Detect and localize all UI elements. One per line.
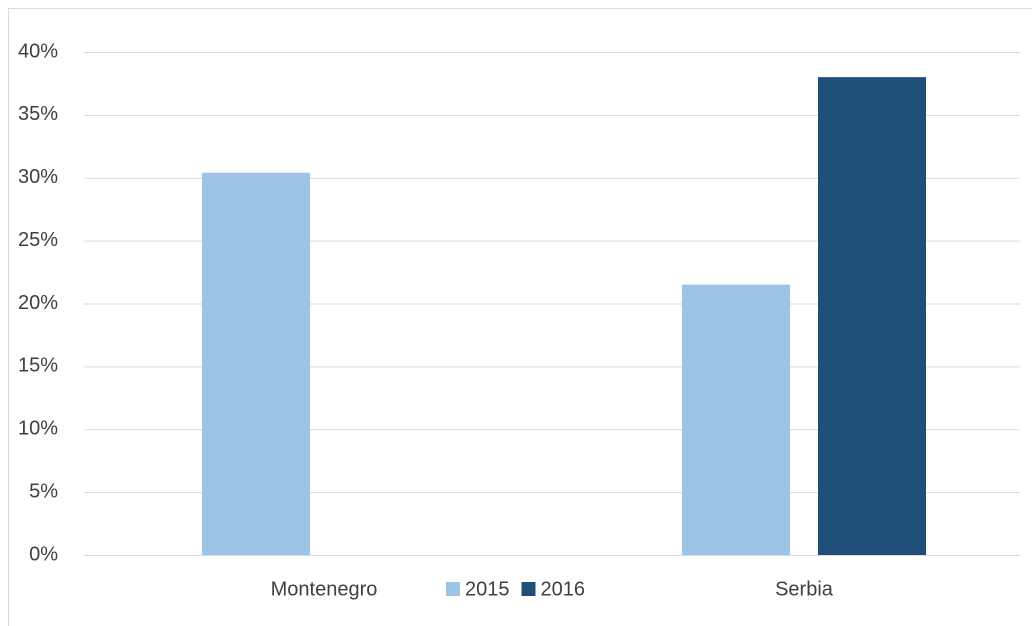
y-tick-label: 20%	[18, 292, 58, 314]
x-tick-label: Serbia	[775, 578, 834, 600]
y-tick-label: 5%	[29, 480, 58, 502]
y-tick-label: 35%	[18, 103, 58, 125]
legend-label: 2016	[541, 578, 586, 600]
y-tick-label: 0%	[29, 543, 58, 565]
legend-swatch	[521, 582, 536, 596]
y-tick-label: 10%	[18, 418, 58, 440]
y-tick-label: 15%	[18, 355, 58, 377]
y-tick-label: 30%	[18, 166, 58, 188]
legend-swatch	[446, 582, 460, 596]
bar	[682, 284, 790, 555]
bar	[202, 172, 310, 555]
bar	[818, 77, 926, 556]
legend-label: 2015	[465, 578, 510, 600]
y-tick-label: 25%	[18, 229, 58, 251]
x-tick-label: Montenegro	[271, 578, 378, 600]
y-tick-label: 40%	[18, 40, 58, 62]
chart-frame	[8, 8, 1032, 626]
